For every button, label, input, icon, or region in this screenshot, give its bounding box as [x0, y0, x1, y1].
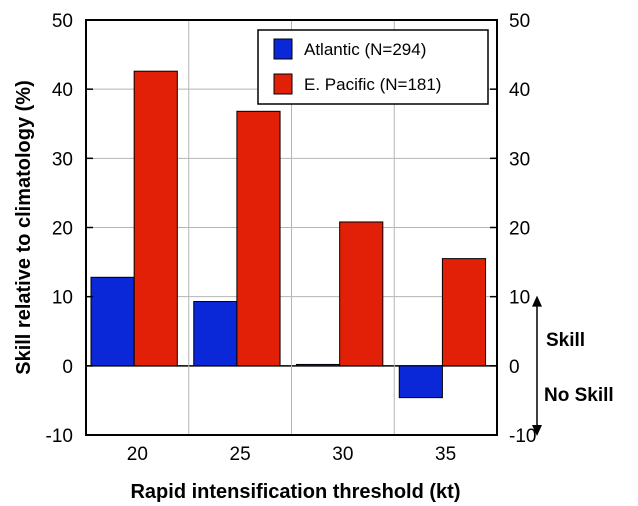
y-tick-label: 30 [52, 149, 73, 170]
y-tick-label-right: 30 [509, 149, 530, 170]
bar-atlantic-20 [90, 276, 135, 367]
legend: Atlantic (N=294) E. Pacific (N=181) [257, 29, 489, 105]
y-tick-label: 10 [52, 288, 73, 309]
skill-arrow [532, 295, 542, 436]
y-tick-label: 40 [52, 80, 73, 101]
bar-epacific-25 [236, 110, 281, 367]
legend-label-epacific: E. Pacific (N=181) [304, 75, 441, 94]
x-tick-label: 30 [332, 444, 353, 465]
skill-annotation: Skill [546, 330, 585, 351]
y-tick-label: -10 [46, 426, 73, 447]
y-tick-label-right: 0 [509, 357, 520, 378]
legend-swatch-atlantic [273, 38, 293, 60]
axis-ticks: -10 -10 0 0 10 10 20 20 30 30 40 40 50 50 20 25 30 35 [46, 11, 537, 465]
arrow-down-icon [532, 425, 542, 436]
bar-atlantic-30 [296, 363, 341, 367]
arrow-up-icon [532, 295, 542, 307]
y-tick-label-right: -10 [509, 426, 536, 447]
x-tick-label: 25 [230, 444, 251, 465]
legend-box [257, 29, 489, 105]
y-tick-label-right: 40 [509, 80, 530, 101]
y-tick-label: 20 [52, 219, 73, 240]
y-tick-label-right: 20 [509, 219, 530, 240]
y-tick-label: 0 [62, 357, 73, 378]
bar-epacific-20 [133, 70, 178, 367]
legend-swatch-epacific [273, 73, 293, 95]
bar-epacific-30 [339, 221, 384, 367]
y-tick-label: 50 [52, 11, 73, 32]
bar-epacific-35 [441, 258, 487, 367]
bar-atlantic-35 [398, 365, 443, 399]
x-axis-label: Rapid intensification threshold (kt) [130, 481, 460, 503]
bar-atlantic-25 [193, 301, 238, 367]
y-axis-label: Skill relative to climatology (%) [13, 80, 35, 375]
y-tick-label-right: 50 [509, 11, 530, 32]
no-skill-annotation: No Skill [544, 385, 614, 406]
bars [90, 70, 487, 399]
x-tick-label: 20 [127, 444, 148, 465]
x-tick-label: 35 [435, 444, 456, 465]
legend-label-atlantic: Atlantic (N=294) [304, 40, 426, 59]
y-tick-label-right: 10 [509, 288, 530, 309]
